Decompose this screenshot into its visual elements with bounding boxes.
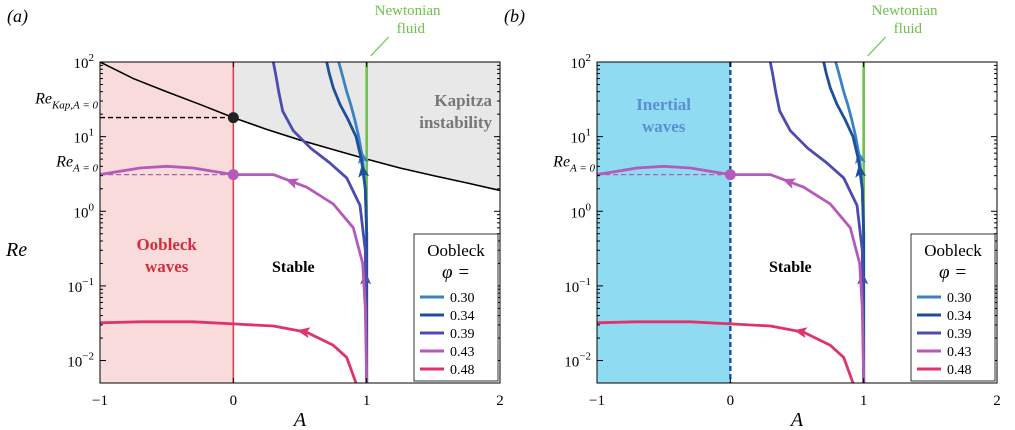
y-axis-label: Re [5, 239, 27, 261]
legend-subtitle: φ = [442, 262, 470, 283]
legend-title: Oobleck [924, 241, 982, 260]
x-tick-label: −1 [589, 393, 605, 409]
left-region-label: Inertial [636, 95, 691, 114]
series-arrow-0.48 [793, 327, 808, 339]
re-kap-label: ReKap,A = 0 [34, 91, 98, 112]
legend-entry-0.39: 0.39 [947, 327, 972, 342]
series-line-0.48 [100, 320, 358, 383]
series-arrow-0.34 [358, 164, 370, 178]
y-tick-label: 10−2 [67, 351, 94, 371]
re-kap-marker [227, 112, 239, 124]
x-axis-label: A [789, 409, 804, 430]
y-tick-label: 10−2 [564, 351, 591, 371]
left-region-label: Oobleck [136, 235, 197, 254]
re-a0-label: ReA = 0 [552, 154, 595, 175]
y-tick-label: 102 [74, 52, 95, 72]
re-a0-marker [227, 169, 239, 181]
kapitza-label: Kapitza [434, 91, 492, 110]
series-arrow-0.43 [782, 178, 797, 189]
x-tick-label: 2 [993, 393, 1001, 409]
kapitza-label-2: instability [419, 113, 492, 132]
series-line-0.48 [597, 320, 855, 383]
legend-title: Oobleck [427, 241, 485, 260]
y-tick-label: 101 [74, 127, 95, 147]
series-arrow-0.48 [296, 327, 311, 339]
chart-panel-a: −1 0 1 2 10−2 10−1 100 101 102 A Re (a) Newtonian flu… [5, 3, 504, 430]
newtonian-label: Newtonian [375, 3, 441, 19]
legend-entry-0.43: 0.43 [947, 345, 972, 360]
series-arrow-0.34 [855, 164, 867, 178]
legend-entry-0.34: 0.34 [450, 309, 475, 324]
series-line-0.34 [325, 62, 369, 383]
legend-entry-0.30: 0.30 [947, 291, 972, 306]
panel-label: (a) [7, 6, 28, 27]
panel-label: (b) [504, 6, 525, 27]
x-tick-label: 2 [496, 393, 504, 409]
y-tick-label: 102 [571, 52, 592, 72]
legend-entry-0.39: 0.39 [450, 327, 475, 342]
series-line-0.34 [822, 62, 866, 383]
legend: Oobleck φ = 0.30 0.34 0.39 0.43 0.48 [910, 233, 996, 382]
series-arrow-0.43 [285, 178, 300, 189]
legend-box [910, 233, 996, 382]
shaded-region [100, 62, 234, 383]
y-tick-label: 100 [571, 201, 592, 221]
newtonian-pointer [370, 36, 390, 57]
legend-subtitle: φ = [939, 262, 967, 283]
chart-panel-b: −1 0 1 2 10−2 10−1 100 101 102 A (b) Newtonian fluid… [504, 3, 1001, 430]
legend-entry-0.34: 0.34 [947, 309, 972, 324]
legend-entry-0.48: 0.48 [450, 363, 475, 378]
y-tick-label: 10−1 [67, 276, 94, 296]
x-tick-label: 1 [860, 393, 868, 409]
y-tick-label: 101 [571, 127, 592, 147]
y-tick-label: 100 [74, 201, 95, 221]
x-tick-label: 0 [230, 393, 238, 409]
newtonian-pointer [867, 36, 887, 57]
re-a0-marker [724, 169, 736, 181]
kapitza-curve [100, 62, 500, 192]
re-a0-label: ReA = 0 [55, 154, 98, 175]
y-tick-label: 10−1 [564, 276, 591, 296]
stable-label: Stable [769, 259, 812, 276]
series-line-0.39 [768, 62, 866, 383]
left-region-label-2: waves [642, 117, 686, 136]
x-tick-label: −1 [92, 393, 108, 409]
newtonian-label-2: fluid [397, 21, 426, 37]
legend-entry-0.30: 0.30 [450, 291, 475, 306]
stable-label: Stable [272, 259, 315, 276]
series-line-0.39 [271, 62, 369, 383]
x-axis-label: A [292, 409, 307, 430]
x-tick-label: 1 [363, 393, 371, 409]
legend-entry-0.43: 0.43 [450, 345, 475, 360]
shaded-region [597, 62, 731, 383]
newtonian-label-2: fluid [894, 21, 923, 37]
legend-box [413, 233, 499, 382]
left-region-label-2: waves [145, 257, 189, 276]
legend: Oobleck φ = 0.30 0.34 0.39 0.43 0.48 [413, 233, 499, 382]
x-tick-label: 0 [727, 393, 735, 409]
newtonian-label: Newtonian [872, 3, 938, 19]
legend-entry-0.48: 0.48 [947, 363, 972, 378]
